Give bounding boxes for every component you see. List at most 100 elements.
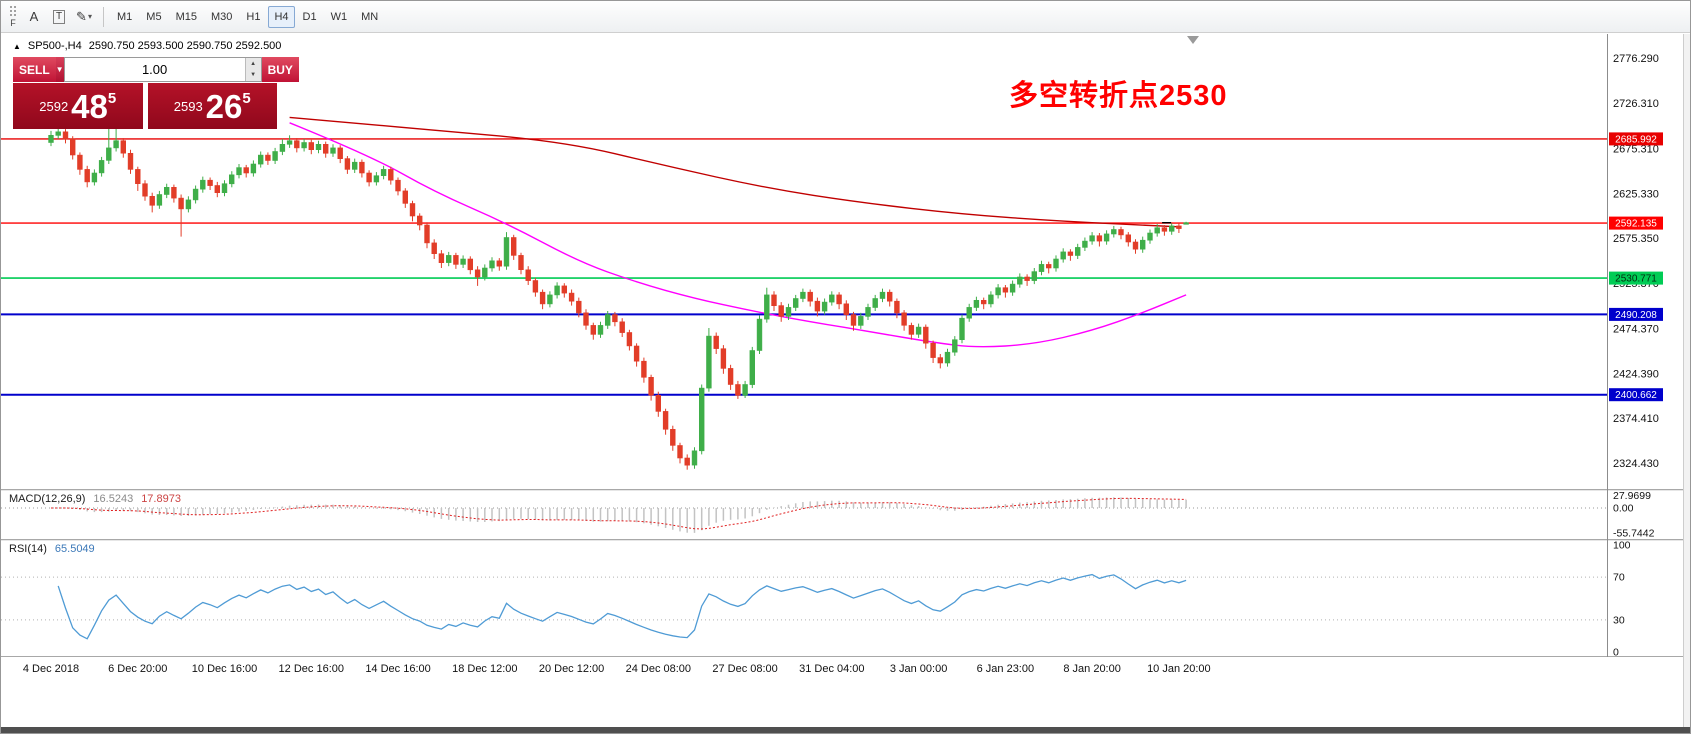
candle-body [55,131,61,136]
candle-body [460,258,466,265]
price-axis-label: 2474.370 [1613,324,1659,336]
time-axis-label: 8 Jan 20:00 [1063,663,1121,675]
buy-price-prefix: 2593 [173,98,203,114]
toolbar-separator [103,6,104,27]
label-a-icon: A [29,9,39,24]
chart-shift-marker-icon[interactable] [1187,36,1199,44]
candle-body [670,428,676,446]
panel-divider[interactable] [1,489,1690,491]
candle-body [959,317,965,341]
panel-divider[interactable] [1,539,1690,541]
volume-spinner: ▲ ▼ [244,58,261,81]
buy-price-display[interactable]: 2593 26 5 [147,83,277,129]
candle-body [1132,241,1139,250]
candle-body [525,269,531,281]
candle-body [771,294,777,306]
label-a-button[interactable]: A [22,5,46,29]
timeframe-m15-button[interactable]: M15 [170,6,203,28]
candle-body [1024,276,1030,281]
candle-body [633,345,640,362]
buy-button[interactable]: BUY [261,57,299,82]
candle-body [84,169,90,183]
time-axis-label: 3 Jan 00:00 [889,663,948,675]
price-axis-label: 2776.290 [1613,53,1659,65]
volume-dropdown-button[interactable]: ▼ [55,57,64,82]
timeframe-m5-button[interactable]: M5 [140,6,167,28]
candle-body [1096,235,1103,242]
time-axis[interactable]: 4 Dec 2018 6 Dec 20:00 10 Dec 16:00 12 Dec … [1,657,1690,683]
price-scale[interactable] [1608,34,1683,656]
trade-prices-row: 2592 48 5 2593 26 5 [13,83,277,129]
candle-body [192,188,199,201]
candle-body [568,292,575,302]
candle-body [171,187,177,199]
candle-body [742,384,748,396]
rsi-canvas[interactable]: 100 70 30 0 [1,541,1691,656]
candle-body [388,169,394,181]
toolbar-drag-group: F [5,5,21,28]
volume-input[interactable] [64,58,245,81]
candle-body [409,203,416,217]
candle-body [590,325,597,335]
candle-body [756,318,763,351]
candle-body [178,197,184,210]
price-tag [1609,307,1663,321]
sell-price-sup: 5 [107,90,117,107]
price-chart-canvas[interactable]: 2776.290 2726.310 2675.310 2625.330 2575.350… [1,34,1691,489]
buy-price-big: 26 [205,87,243,125]
candle-body [395,179,401,192]
text-tool-button[interactable]: T [47,5,71,29]
volume-increase-button[interactable]: ▲ [245,58,261,70]
candle-body [764,294,770,320]
candle-body [453,255,459,265]
timeframe-w1-button[interactable]: W1 [325,6,354,28]
candle-body [489,260,495,269]
candle-body [164,187,170,195]
volume-decrease-button[interactable]: ▼ [245,69,261,81]
sell-button[interactable]: SELL [13,57,56,82]
candle-body [243,167,249,174]
candle-body [445,255,452,263]
timeframe-h4-button[interactable]: H4 [268,5,295,28]
timeframe-m30-button[interactable]: M30 [205,6,238,28]
timeframe-d1-button[interactable]: D1 [297,6,323,28]
candle-body [966,307,972,319]
candle-body [257,154,264,165]
candle-body [814,300,821,312]
candle-body [691,450,698,466]
chart-annotation-text[interactable]: 多空转折点2530 [1009,80,1228,112]
toolbar-drag-handle[interactable] [8,5,18,18]
candle-body [518,255,524,270]
candle-body [467,258,473,271]
timeframe-m1-button[interactable]: M1 [111,6,138,28]
draw-tools-button[interactable]: ✎ ▾ [72,5,96,29]
candle-body [662,411,669,430]
candle-body [843,303,850,315]
sell-price-display[interactable]: 2592 48 5 [13,83,143,129]
timeframe-mn-button[interactable]: MN [355,6,384,28]
candle-body [612,314,618,323]
candle-body [351,161,358,170]
candle-body [858,316,864,326]
direction-arrow-icon: ▲ [13,41,21,51]
macd-value-2: 17.8973 [141,493,181,505]
candle-body [127,153,134,170]
candle-body [684,457,690,466]
candle-body [380,169,387,176]
macd-signal-line [51,497,1187,530]
candle-body [106,147,112,161]
candle-body [431,242,437,254]
text-tool-icon: T [52,9,66,24]
trade-controls-row: SELL ▼ ▲ ▼ BUY [13,57,299,82]
candle-body [416,215,423,226]
candle-body [265,154,271,161]
macd-axis-label: 27.9699 [1613,491,1651,502]
candle-body [800,291,806,299]
candle-body [850,314,857,326]
timeframe-h1-button[interactable]: H1 [240,6,266,28]
vertical-scrollbar[interactable] [1683,34,1690,727]
candle-body [359,161,365,174]
candle-body [576,300,582,314]
